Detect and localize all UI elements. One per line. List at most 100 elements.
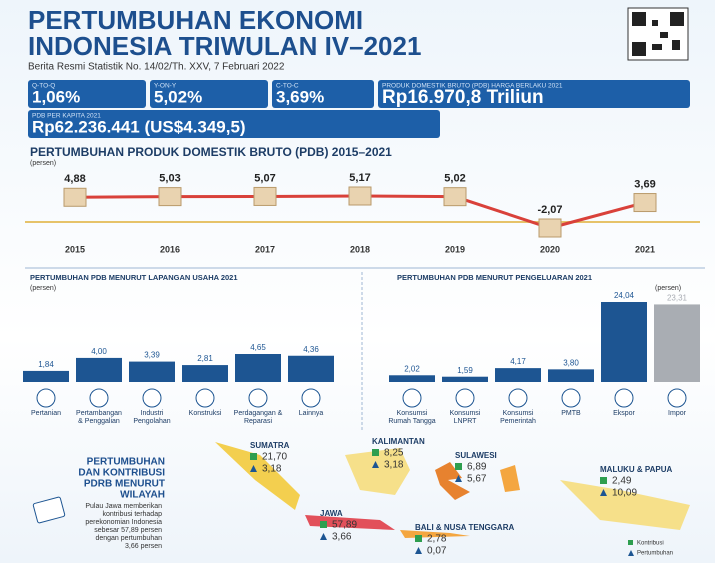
pertumbuhan-value: 5,67: [467, 474, 487, 485]
bar: [23, 370, 69, 382]
value-label: -2,07: [537, 204, 562, 216]
value-label: 5,03: [159, 173, 180, 185]
pertumbuhan-icon: [415, 547, 422, 554]
pertumbuhan-value: 3,18: [262, 464, 282, 475]
stat-label: PDB PER KAPITA 2021: [32, 113, 101, 120]
kontribusi-icon: [600, 477, 607, 484]
stat-label: Q-TO-Q: [32, 83, 55, 90]
title: INDONESIA TRIWULAN IV–2021: [28, 31, 421, 61]
bar: [76, 357, 122, 382]
bar: [442, 376, 488, 382]
pertumbuhan-value: 3,66: [332, 532, 352, 543]
point-box: [633, 193, 657, 213]
point-box: [253, 186, 277, 206]
category-label: Konsumsi Pemerintah: [500, 410, 536, 425]
pertumbuhan-icon: [250, 465, 257, 472]
category-label: Pertambangan & Penggalian: [76, 410, 122, 425]
bar: [389, 375, 435, 382]
value-label: 4,00: [91, 347, 107, 356]
value-label: 5,02: [444, 173, 465, 185]
stat-value: Rp16.970,8 Triliun: [382, 87, 544, 108]
map-title: DAN KONTRIBUSI: [78, 468, 165, 479]
stat-value: 1,06%: [32, 87, 80, 106]
region-name: BALI & NUSA TENGGARA: [415, 523, 514, 532]
category-label: Konsumsi Rumah Tangga: [388, 410, 436, 425]
x-tick-label: 2020: [540, 244, 560, 254]
pertumbuhan-icon: [600, 489, 607, 496]
category-label: Ekspor: [613, 410, 635, 417]
axis-label: (persen): [655, 285, 681, 292]
stat-label: C-TO-C: [276, 83, 299, 90]
category-icon: [455, 388, 475, 408]
category-label: Impor: [668, 410, 686, 417]
kontribusi-icon: [250, 453, 257, 460]
legend-label: Kontribusi: [637, 541, 664, 547]
stat-box: [150, 80, 268, 108]
axis-label: (persen): [30, 160, 56, 167]
bar: [235, 354, 281, 382]
category-label: Konsumsi LNPRT: [449, 410, 481, 425]
bar: [548, 369, 594, 382]
bar: [654, 304, 700, 382]
map-title: PDRB MENURUT: [84, 479, 165, 490]
kontribusi-value: 6,89: [467, 462, 487, 473]
value-label: 5,07: [254, 172, 275, 184]
kontribusi-value: 21,70: [262, 452, 287, 463]
region-name: JAWA: [320, 509, 343, 518]
point-box: [63, 187, 87, 207]
stat-box: [272, 80, 374, 108]
bar: [495, 368, 541, 382]
value-label: 4,65: [250, 343, 266, 352]
bar: [129, 361, 175, 382]
category-label: Perdagangan & Reparasi: [233, 410, 283, 425]
region-name: MALUKU & PAPUA: [600, 465, 673, 474]
bar: [288, 355, 334, 382]
stat-value: 3,69%: [276, 87, 324, 106]
chart-title: PERTUMBUHAN PDB MENURUT PENGELUARAN 2021: [397, 273, 592, 282]
region-name: SULAWESI: [455, 451, 497, 460]
legend-marker: [628, 540, 633, 545]
stat-box: [378, 80, 690, 108]
kontribusi-icon: [372, 449, 379, 456]
pertumbuhan-icon: [372, 461, 379, 468]
map-title: WILAYAH: [120, 490, 165, 501]
kontribusi-value: 2,78: [427, 534, 447, 545]
value-label: 3,80: [563, 358, 579, 367]
legend-marker: [628, 550, 634, 556]
x-tick-label: 2017: [255, 244, 275, 254]
category-icon: [36, 388, 56, 408]
kontribusi-value: 2,49: [612, 476, 632, 487]
category-label: Pertanian: [31, 410, 61, 417]
point-box: [443, 187, 467, 207]
stat-value: Rp62.236.441 (US$4.349,5): [32, 117, 246, 136]
region-name: SUMATRA: [250, 441, 290, 450]
category-label: Konstruksi: [188, 410, 222, 417]
point-box: [538, 218, 562, 238]
category-icon: [248, 388, 268, 408]
stat-box: [28, 80, 146, 108]
pertumbuhan-value: 10,09: [612, 488, 637, 499]
kontribusi-value: 57,89: [332, 520, 357, 531]
category-label: Lainnya: [298, 410, 324, 417]
x-tick-label: 2016: [160, 244, 180, 254]
value-label: 4,36: [303, 345, 319, 354]
stat-value: 5,02%: [154, 87, 202, 106]
category-icon: [508, 388, 528, 408]
x-tick-label: 2021: [635, 244, 655, 254]
bar: [182, 365, 228, 382]
value-label: 1,84: [38, 360, 54, 369]
kontribusi-icon: [415, 535, 422, 542]
map-title: PERTUMBUHAN: [87, 457, 165, 468]
value-label: 4,88: [64, 173, 85, 185]
point-box: [348, 186, 372, 206]
legend-label: Pertumbuhan: [637, 551, 673, 557]
stat-label: PRODUK DOMESTIK BRUTO (PDB) HARGA BERLAK…: [382, 83, 563, 90]
category-icon: [614, 388, 634, 408]
stat-box: [28, 110, 440, 138]
value-label: 4,17: [510, 357, 526, 366]
note-icon: [32, 496, 66, 524]
x-tick-label: 2019: [445, 244, 465, 254]
chart-title: PERTUMBUHAN PRODUK DOMESTIK BRUTO (PDB) …: [30, 145, 392, 159]
kontribusi-icon: [455, 463, 462, 470]
